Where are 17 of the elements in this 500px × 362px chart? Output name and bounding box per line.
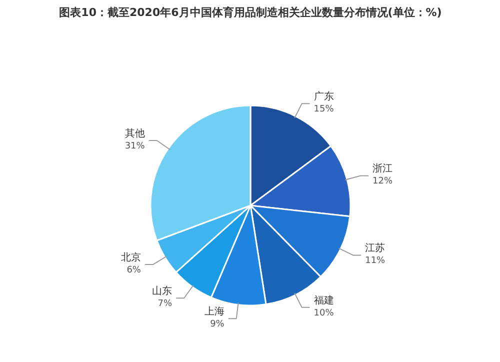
- data-label: 6%: [126, 266, 142, 276]
- data-label: 31%: [124, 142, 146, 152]
- slice-label: 广东: [314, 90, 334, 103]
- chart-title: 图表10：截至2020年6月中国体育用品制造相关企业数量分布情况(单位：%): [59, 6, 442, 19]
- slice-label: 上海: [204, 306, 224, 318]
- data-label: 10%: [314, 308, 334, 318]
- data-label: 12%: [372, 176, 393, 187]
- slice-label: 北京: [120, 252, 141, 264]
- slice-label: 江苏: [365, 242, 386, 254]
- slice-label: 山东: [152, 285, 172, 298]
- slice-label: 福建: [314, 294, 334, 306]
- data-label: 11%: [365, 256, 386, 266]
- data-label: 9%: [210, 320, 225, 330]
- data-label: 15%: [314, 104, 334, 115]
- slice-label: 浙江: [372, 162, 393, 175]
- slice-label: 其他: [124, 128, 145, 140]
- data-label: 7%: [158, 299, 173, 310]
